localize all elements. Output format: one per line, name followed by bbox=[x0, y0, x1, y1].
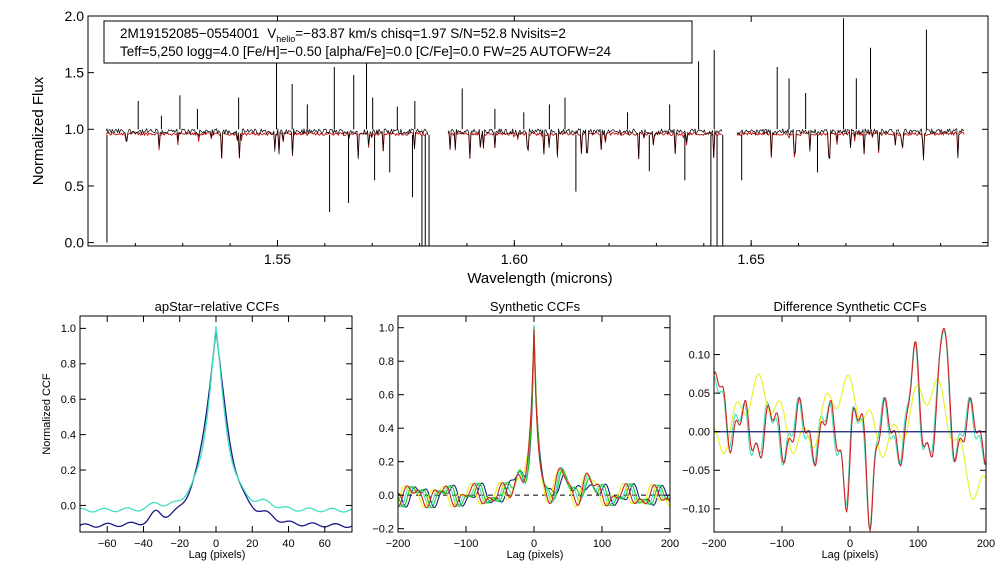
ytick-label: 0.05 bbox=[689, 388, 710, 400]
apstar-ylabel: Normalized CCF bbox=[41, 373, 53, 455]
xtick-label: −60 bbox=[98, 538, 117, 550]
ytick-label: 0.10 bbox=[689, 349, 710, 361]
apstar-axes-frame bbox=[79, 315, 353, 533]
xtick-label: 1.55 bbox=[264, 251, 291, 267]
ytick-label: −0.05 bbox=[682, 465, 710, 477]
info-line-2: Teff=5,250 logg=4.0 [Fe/H]=−0.50 [alpha/… bbox=[120, 44, 612, 59]
ytick-label: 0.2 bbox=[379, 457, 394, 469]
spectrum-observed-chip-3 bbox=[736, 128, 965, 161]
ytick-label: 0.0 bbox=[65, 235, 85, 251]
difference-axes-frame bbox=[713, 315, 987, 533]
difference-line-1 bbox=[713, 330, 986, 529]
ytick-label: 1.0 bbox=[379, 323, 394, 335]
spectrum-model-chip-2 bbox=[448, 131, 723, 160]
difference-line-3 bbox=[713, 327, 986, 532]
difference-ccf-panel: Difference Synthetic CCFs −200 −100 0 100 20… bbox=[682, 299, 995, 561]
synthetic-line-3 bbox=[397, 334, 671, 509]
synthetic-title: Synthetic CCFs bbox=[490, 299, 581, 314]
xtick-label: 0 bbox=[531, 538, 537, 550]
difference-title: Difference Synthetic CCFs bbox=[774, 299, 927, 314]
ytick-label: 2.0 bbox=[65, 8, 85, 24]
spectrum-observed-chip-1 bbox=[105, 128, 429, 160]
spectrum-ticks: 1.55 1.60 1.65 0.0 0.5 1.0 1.5 2.0 bbox=[65, 8, 988, 267]
xtick-label: 200 bbox=[977, 538, 995, 550]
xtick-label: −40 bbox=[134, 538, 153, 550]
xtick-label: 100 bbox=[909, 538, 927, 550]
ytick-label: 0.8 bbox=[61, 359, 76, 371]
ytick-label: 1.5 bbox=[65, 65, 85, 81]
spectrum-xlabel: Wavelength (microns) bbox=[467, 270, 612, 287]
difference-ticks: −200 −100 0 100 200 −0.10 −0.05 0.00 0.05 0.10 bbox=[682, 316, 995, 550]
ytick-label: 0.4 bbox=[379, 423, 394, 435]
synthetic-line-4 bbox=[397, 326, 671, 509]
xtick-label: 100 bbox=[593, 538, 611, 550]
ytick-label: −0.2 bbox=[372, 524, 394, 536]
spectrum-model-chip-1 bbox=[105, 131, 429, 159]
xtick-label: 20 bbox=[246, 538, 258, 550]
ytick-label: 0.4 bbox=[61, 429, 76, 441]
synthetic-xlabel: Lag (pixels) bbox=[507, 549, 564, 561]
apstar-ticks: −60 −40 −20 0 20 40 60 0.0 0.2 0.4 0.6 0.8 1.0 bbox=[61, 316, 352, 550]
difference-line-2 bbox=[713, 373, 986, 500]
xtick-label: 0 bbox=[847, 538, 853, 550]
ytick-label: 0.0 bbox=[379, 490, 394, 502]
spectrum-observed-series bbox=[105, 18, 965, 246]
spectrum-panel: 1.55 1.60 1.65 0.0 0.5 1.0 1.5 2.0 Wavelength (… bbox=[30, 8, 989, 287]
spectrum-plot-area bbox=[105, 18, 965, 246]
spectrum-observed-chip-2 bbox=[447, 128, 723, 160]
synthetic-line-5 bbox=[397, 329, 671, 509]
ytick-label: −0.10 bbox=[682, 504, 710, 516]
difference-xlabel: Lag (pixels) bbox=[822, 549, 879, 561]
apstar-line-2 bbox=[79, 326, 353, 513]
spectrum-axes-frame bbox=[87, 15, 989, 247]
spectrum-model-series bbox=[105, 131, 965, 160]
xtick-label: −200 bbox=[702, 538, 727, 550]
vhelio-subscript: helio bbox=[276, 34, 295, 44]
spectrum-ylabel: Normalized Flux bbox=[30, 76, 47, 185]
xtick-label: 1.65 bbox=[738, 251, 765, 267]
info-line-1: 2M19152085−0554001 Vhelio=−83.87 km/s chi… bbox=[120, 26, 566, 44]
apstar-xlabel: Lag (pixels) bbox=[189, 549, 246, 561]
synthetic-ccf-panel: Synthetic CCFs −200 −100 0 100 200 −0.2 0.0 0.2… bbox=[372, 299, 679, 561]
apstar-series bbox=[79, 326, 353, 529]
ytick-label: 0.0 bbox=[61, 500, 76, 512]
ytick-label: 0.2 bbox=[61, 465, 76, 477]
star-id: 2M19152085−0554001 bbox=[120, 26, 259, 41]
difference-series bbox=[713, 327, 986, 532]
spectrum-info-box: 2M19152085−0554001 Vhelio=−83.87 km/s chi… bbox=[103, 20, 693, 64]
xtick-label: 1.60 bbox=[501, 251, 528, 267]
xtick-label: −100 bbox=[770, 538, 795, 550]
xtick-label: 0 bbox=[213, 538, 219, 550]
ytick-label: 1.0 bbox=[65, 121, 85, 137]
apstar-ccf-panel: apStar−relative CCFs −60 −40 −20 0 20 40 60 0.0… bbox=[41, 299, 353, 561]
xtick-label: −100 bbox=[454, 538, 479, 550]
xtick-label: 60 bbox=[319, 538, 331, 550]
synthetic-ticks: −200 −100 0 100 200 −0.2 0.0 0.2 0.4 0.6 0.8 1.0 bbox=[372, 316, 679, 550]
synthetic-line-1 bbox=[397, 335, 671, 509]
ytick-label: 1.0 bbox=[61, 323, 76, 335]
xtick-label: 40 bbox=[282, 538, 294, 550]
xtick-label: 200 bbox=[661, 538, 679, 550]
info-line-1-values: =−83.87 km/s chisq=1.97 S/N=52.8 Nvisits… bbox=[295, 26, 566, 41]
apstar-line-1 bbox=[79, 329, 353, 529]
ytick-label: 0.5 bbox=[65, 178, 85, 194]
xtick-label: −20 bbox=[170, 538, 189, 550]
ytick-label: 0.8 bbox=[379, 356, 394, 368]
synthetic-series bbox=[397, 324, 671, 509]
ytick-label: 0.00 bbox=[689, 427, 710, 439]
xtick-label: −200 bbox=[386, 538, 411, 550]
ytick-label: 0.6 bbox=[61, 394, 76, 406]
vhelio-symbol: V bbox=[267, 26, 276, 41]
ytick-label: 0.6 bbox=[379, 390, 394, 402]
info-box-frame bbox=[103, 20, 693, 64]
apstar-title: apStar−relative CCFs bbox=[155, 299, 280, 314]
